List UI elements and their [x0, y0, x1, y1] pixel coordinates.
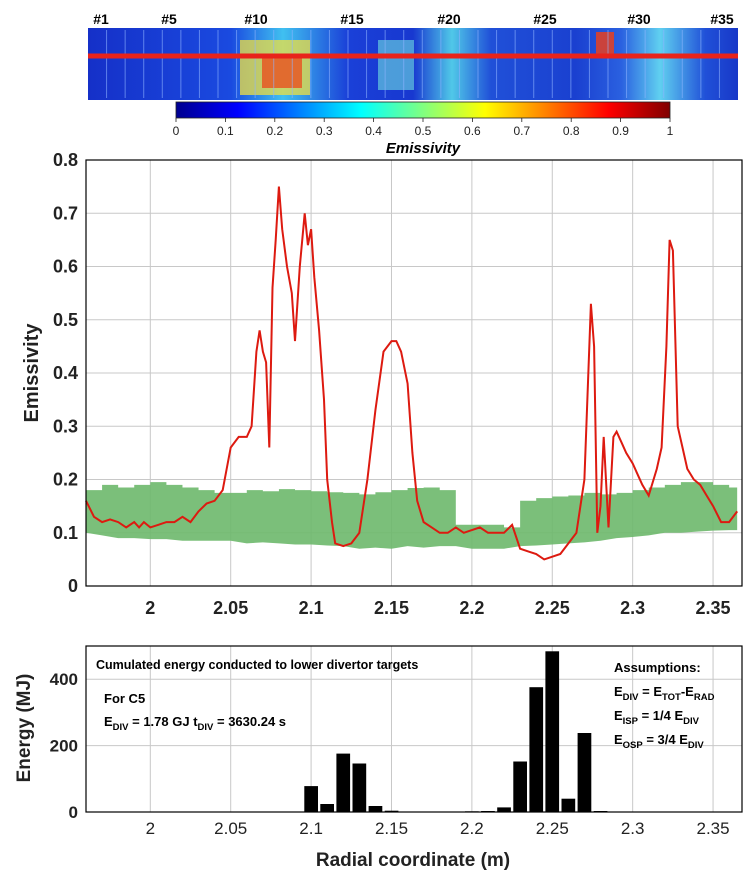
y-tick-label: 0.5	[53, 310, 78, 330]
camera-strip: #1 #5 #10 #15 #20 #25 #30 #35	[88, 11, 738, 100]
energy-bar	[320, 804, 334, 812]
colorbar-label: Emissivity	[386, 140, 461, 157]
x-tick-label: 2.25	[535, 598, 570, 618]
uncertainty-band	[86, 482, 738, 549]
energy-y-axis-label: Energy (MJ)	[14, 674, 35, 783]
x-tick-label: 2.3	[621, 819, 645, 838]
assumption-e-div: EDIV = ETOT-ERAD	[614, 684, 715, 703]
colorbar-tick-label: 0	[173, 124, 180, 138]
energy-chart: 2 2.05 2.1 2.15 2.2 2.25 2.3 2.35 0 200 400 Energ…	[14, 645, 743, 871]
colorbar-tick-label: 0.7	[513, 124, 530, 138]
energy-bar	[497, 807, 511, 812]
y-tick-label: 0.7	[53, 203, 78, 223]
energy-bar	[336, 753, 351, 812]
tile-label: #35	[710, 11, 734, 27]
tile-label: #15	[340, 11, 364, 27]
tile-label: #5	[161, 11, 177, 27]
tile-label: #25	[533, 11, 557, 27]
tile-label: #1	[93, 11, 109, 27]
y-tick-label: 0	[68, 576, 78, 596]
colorbar-tick-label: 0.2	[266, 124, 283, 138]
energy-bar	[513, 761, 527, 812]
emissivity-x-ticks: 2 2.05 2.1 2.15 2.2 2.25 2.3 2.35	[145, 598, 730, 618]
energy-bar	[561, 798, 576, 812]
hot-spot-mid	[378, 40, 414, 90]
y-tick-label: 400	[50, 670, 78, 689]
emissivity-plot-frame	[85, 159, 743, 587]
x-tick-label: 2.2	[460, 819, 484, 838]
x-tick-label: 2.1	[299, 819, 323, 838]
y-tick-label: 0.3	[53, 416, 78, 436]
colorbar: 0 0.1 0.2 0.3 0.4 0.5 0.6 0.7 0.8 0.9 1 Emissivity	[173, 101, 674, 157]
energy-bar	[529, 687, 544, 812]
energy-case-label: For C5	[104, 691, 145, 706]
assumption-e-isp: EISP = 1/4 EDIV	[614, 708, 700, 727]
x-tick-label: 2.15	[374, 598, 409, 618]
x-tick-label: 2.05	[214, 819, 247, 838]
colorbar-tick-label: 0.1	[217, 124, 234, 138]
x-tick-label: 2.15	[375, 819, 408, 838]
energy-bar	[368, 806, 383, 812]
energy-bars	[304, 651, 608, 812]
colorbar-tick-label: 0.3	[316, 124, 333, 138]
energy-div-summary: EDIV = 1.78 GJ tDIV = 3630.24 s	[104, 714, 286, 733]
colorbar-tick-label: 0.8	[563, 124, 580, 138]
y-tick-label: 0.1	[53, 523, 78, 543]
assumptions-title: Assumptions:	[614, 660, 701, 675]
emissivity-y-ticks: 0 0.1 0.2 0.3 0.4 0.5 0.6 0.7 0.8	[53, 150, 78, 596]
y-tick-label: 0.4	[53, 363, 78, 383]
energy-bar	[545, 651, 560, 812]
colorbar-ticks: 0 0.1 0.2 0.3 0.4 0.5 0.6 0.7 0.8 0.9 1	[173, 118, 674, 138]
x-tick-label: 2.2	[459, 598, 484, 618]
tile-separators	[106, 30, 720, 98]
energy-heading: Cumulated energy conducted to lower dive…	[96, 658, 418, 672]
energy-bar	[352, 763, 367, 812]
energy-x-ticks: 2 2.05 2.1 2.15 2.2 2.25 2.3 2.35	[146, 819, 730, 838]
y-tick-label: 0.8	[53, 150, 78, 170]
hot-spot-left-core	[262, 58, 302, 88]
x-tick-label: 2.35	[696, 598, 731, 618]
hot-spot-right	[596, 32, 614, 56]
x-tick-label: 2	[145, 598, 155, 618]
tile-label: #20	[437, 11, 461, 27]
energy-plot-frame	[85, 645, 743, 813]
y-tick-label: 0.2	[53, 470, 78, 490]
tile-label: #10	[244, 11, 268, 27]
x-tick-label: 2	[146, 819, 155, 838]
energy-bar	[577, 733, 592, 812]
colorbar-tick-label: 0.4	[365, 124, 382, 138]
emissivity-profile-line	[85, 186, 738, 561]
colorbar-tick-label: 0.5	[415, 124, 432, 138]
x-tick-label: 2.35	[697, 819, 730, 838]
assumption-e-osp: EOSP = 3/4 EDIV	[614, 732, 704, 751]
energy-y-ticks: 0 200 400	[50, 670, 78, 822]
colorbar-tick-label: 1	[667, 124, 674, 138]
y-tick-label: 200	[50, 737, 78, 756]
y-tick-label: 0.6	[53, 257, 78, 277]
emissivity-chart: 2 2.05 2.1 2.15 2.2 2.25 2.3 2.35 0 0.1 0.2 0.3 0.4…	[21, 150, 743, 618]
energy-bar	[304, 786, 318, 812]
colorbar-gradient	[175, 101, 671, 119]
x-tick-label: 2.25	[536, 819, 569, 838]
energy-bar	[384, 810, 399, 812]
emissivity-y-axis-label: Emissivity	[21, 323, 43, 423]
tile-label: #30	[627, 11, 651, 27]
colorbar-tick-label: 0.9	[612, 124, 629, 138]
x-tick-label: 2.3	[620, 598, 645, 618]
colorbar-tick-label: 0.6	[464, 124, 481, 138]
x-tick-label: 2.1	[299, 598, 324, 618]
x-tick-label: 2.05	[213, 598, 248, 618]
energy-x-axis-label: Radial coordinate (m)	[316, 850, 510, 871]
tile-labels: #1 #5 #10 #15 #20 #25 #30 #35	[93, 11, 734, 27]
y-tick-label: 0	[69, 803, 78, 822]
